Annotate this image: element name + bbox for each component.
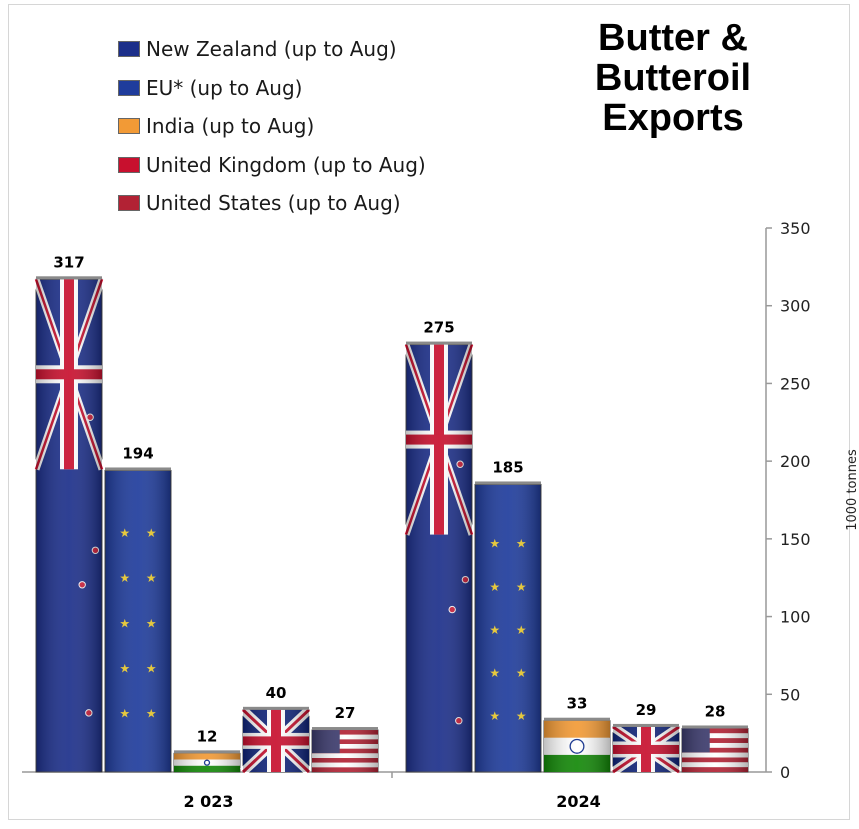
data-label: 27 [335, 704, 356, 722]
bar-shading [544, 720, 610, 772]
legend-label: United Kingdom (up to Aug) [146, 152, 426, 177]
data-label: 28 [705, 702, 726, 720]
data-label: 12 [197, 727, 218, 745]
data-label: 317 [53, 253, 84, 271]
bar-shading [682, 728, 748, 772]
legend-label: United States (up to Aug) [146, 191, 401, 216]
bar-top [682, 725, 748, 729]
legend-label: EU* (up to Aug) [146, 75, 303, 100]
bar-top [174, 750, 240, 754]
chart-title: Butter & Butteroil Exports [594, 17, 752, 139]
legend-item: United States (up to Aug) [118, 184, 426, 223]
data-label: 29 [636, 701, 657, 719]
bar-shading [475, 484, 541, 772]
legend-label: India (up to Aug) [146, 114, 315, 139]
data-label: 185 [492, 458, 523, 476]
legend-swatch [118, 41, 140, 58]
data-label: 275 [423, 319, 454, 337]
y-tick-label: 250 [780, 374, 811, 393]
category-label: 2 023 [183, 792, 233, 811]
bar-shading [36, 279, 102, 772]
legend-swatch [118, 118, 140, 135]
y-tick-label: 150 [780, 530, 811, 549]
data-label: 33 [567, 695, 588, 713]
bar-shading [243, 709, 309, 772]
bar-top [312, 727, 378, 731]
legend-swatch [118, 156, 140, 173]
legend-swatch [118, 79, 140, 96]
legend-item: EU* (up to Aug) [118, 69, 426, 108]
bar-shading [105, 470, 171, 772]
legend-swatch [118, 195, 140, 212]
legend-item: New Zealand (up to Aug) [118, 30, 426, 69]
bar-top [613, 723, 679, 727]
bar-top [475, 481, 541, 485]
y-tick-label: 50 [780, 685, 800, 704]
y-tick-label: 300 [780, 297, 811, 316]
y-tick-label: 200 [780, 452, 811, 471]
bar-top [243, 706, 309, 710]
bar-shading [613, 726, 679, 772]
bar-top [406, 341, 472, 345]
bar-shading [312, 730, 378, 772]
y-tick-label: 350 [780, 219, 811, 238]
data-label: 194 [122, 444, 153, 462]
category-label: 2024 [556, 792, 601, 811]
legend-label: New Zealand (up to Aug) [146, 37, 397, 62]
y-axis-label: 1000 tonnes [845, 449, 859, 531]
data-label: 40 [266, 684, 287, 702]
bar-shading [174, 753, 240, 772]
legend-item: United Kingdom (up to Aug) [118, 146, 426, 185]
y-tick-label: 100 [780, 608, 811, 627]
legend: New Zealand (up to Aug) EU* (up to Aug) In… [118, 30, 426, 223]
bar-top [544, 717, 610, 721]
legend-item: India (up to Aug) [118, 107, 426, 146]
y-tick-label: 0 [780, 763, 790, 782]
bar-top [36, 276, 102, 280]
bar-top [105, 467, 171, 471]
bar-shading [406, 344, 472, 772]
